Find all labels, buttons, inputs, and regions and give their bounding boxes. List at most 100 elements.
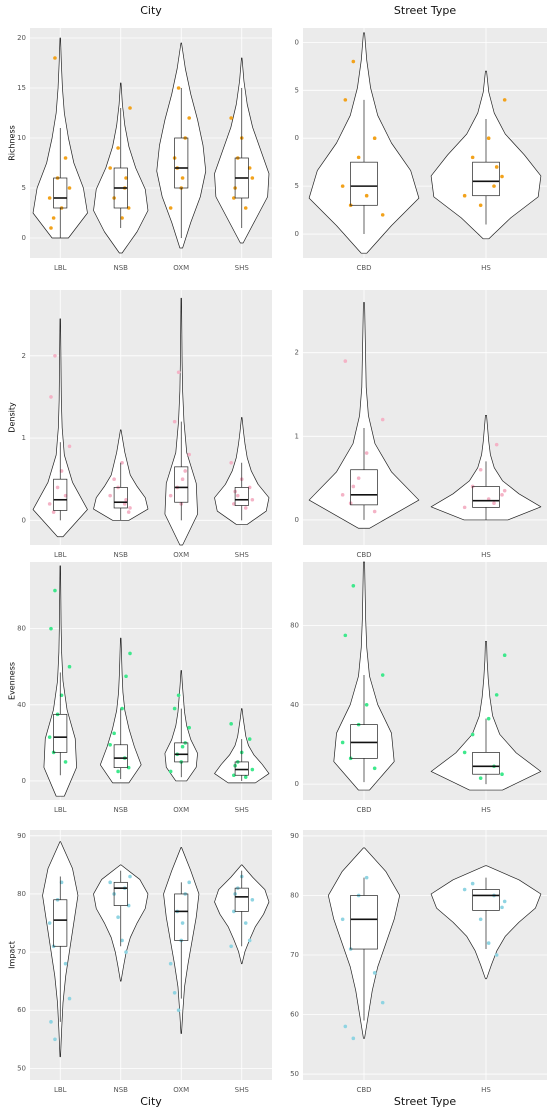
data-point: [470, 732, 475, 737]
x-axis-title: City: [140, 1095, 162, 1108]
column-title: City: [140, 4, 162, 17]
data-point: [183, 469, 188, 473]
data-point: [232, 909, 236, 914]
data-point: [180, 921, 185, 925]
data-point: [500, 905, 504, 910]
data-point: [128, 106, 132, 110]
y-tick-label: 80: [290, 891, 299, 899]
data-point: [492, 184, 496, 188]
y-tick-label: 60: [290, 1011, 299, 1019]
data-point: [172, 990, 177, 995]
box: [350, 161, 378, 206]
data-point: [51, 510, 56, 514]
y-tick-label: 40: [290, 701, 299, 709]
data-point: [168, 206, 173, 210]
data-point: [47, 921, 52, 925]
data-point: [108, 742, 112, 747]
y-tick-label: 20: [17, 34, 26, 42]
box: [350, 895, 378, 950]
box: [472, 161, 500, 197]
data-point: [49, 395, 53, 399]
x-tick-label: LBL: [54, 264, 67, 272]
data-point: [478, 917, 483, 922]
y-tick-label: 40: [17, 701, 26, 709]
data-point: [172, 706, 177, 711]
data-point: [462, 505, 467, 510]
data-point: [49, 226, 53, 230]
data-point: [180, 477, 185, 481]
data-point: [364, 875, 369, 880]
box: [472, 486, 500, 508]
data-point: [235, 493, 240, 498]
data-point: [486, 941, 491, 945]
data-point: [500, 174, 504, 179]
y-tick-label: 2: [295, 349, 299, 357]
box: [113, 881, 128, 906]
data-point: [47, 502, 52, 506]
data-point: [462, 750, 467, 755]
data-point: [247, 938, 252, 943]
data-point: [478, 467, 483, 472]
data-point: [380, 417, 385, 422]
data-point: [63, 760, 68, 764]
violin: [308, 302, 420, 529]
data-point: [63, 961, 68, 966]
y-tick-label: 80: [17, 625, 26, 633]
data-point: [250, 176, 255, 180]
data-point: [364, 451, 369, 455]
x-tick-label: CBD: [356, 1086, 371, 1094]
data-point: [343, 359, 348, 363]
y-tick-label: 90: [17, 832, 26, 840]
data-point: [67, 186, 72, 190]
data-point: [124, 950, 128, 954]
data-point: [247, 485, 252, 490]
y-tick-label: 0: [295, 38, 299, 46]
data-point: [128, 506, 132, 510]
data-point: [372, 766, 377, 771]
data-point: [502, 899, 507, 904]
data-point: [112, 731, 116, 736]
data-point: [380, 673, 385, 677]
y-tick-label: 2: [22, 352, 26, 360]
y-tick-label: 0: [295, 780, 299, 788]
data-point: [116, 146, 120, 150]
data-point: [486, 136, 491, 141]
y-tick-label: 80: [290, 621, 299, 629]
data-point: [380, 1000, 385, 1005]
data-point: [364, 703, 369, 707]
x-tick-label: NSB: [114, 264, 129, 272]
data-point: [126, 903, 131, 908]
data-point: [247, 737, 252, 741]
data-point: [343, 633, 348, 638]
y-axis-title: Richness: [8, 125, 17, 161]
data-point: [124, 497, 128, 502]
violin: [156, 42, 207, 249]
data-point: [494, 693, 499, 697]
y-tick-label: 1: [295, 432, 299, 440]
y-tick-label: 0: [22, 777, 26, 785]
data-point: [340, 493, 345, 497]
y-tick-label: 5: [22, 184, 26, 192]
data-point: [59, 693, 64, 698]
x-tick-label: LBL: [54, 806, 67, 814]
box: [53, 177, 68, 209]
data-point: [502, 488, 507, 493]
data-point: [229, 116, 233, 120]
x-tick-label: NSB: [114, 1086, 129, 1094]
box: [350, 724, 378, 759]
data-point: [53, 56, 57, 60]
y-tick-label: 70: [17, 948, 26, 956]
data-point: [470, 881, 475, 886]
data-point: [494, 442, 499, 447]
y-tick-label: 0: [295, 516, 299, 524]
data-point: [187, 116, 191, 120]
data-point: [67, 996, 72, 1001]
x-tick-label: HS: [481, 264, 491, 272]
data-point: [120, 706, 124, 711]
data-point: [494, 953, 499, 957]
x-tick-label: HS: [481, 1086, 491, 1094]
box: [174, 466, 189, 503]
data-point: [59, 469, 64, 473]
data-point: [372, 136, 377, 141]
data-point: [380, 213, 385, 217]
